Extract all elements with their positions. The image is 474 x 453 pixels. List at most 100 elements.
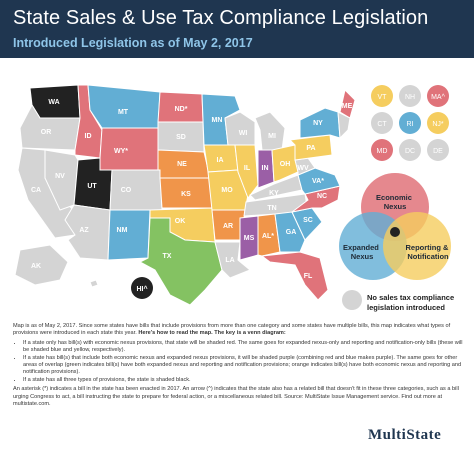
circle-ct <box>371 112 393 134</box>
label-il: IL <box>244 165 251 172</box>
state-ga <box>274 211 306 253</box>
venn-economic-line2: Nexus <box>384 202 407 211</box>
state-ak <box>14 244 69 286</box>
label-me: ME <box>342 103 353 110</box>
notes-intro: Map is as of May 2, 2017. Since some sta… <box>13 323 463 338</box>
label-la: LA <box>225 257 234 264</box>
state-wi <box>224 111 256 146</box>
label-md: MD <box>377 148 388 155</box>
label-hi: HI^ <box>136 285 147 293</box>
state-mt <box>87 84 161 129</box>
circle-de <box>427 139 449 161</box>
state-co <box>109 169 163 211</box>
label-co: CO <box>121 187 132 194</box>
notes-asterisk: An asterisk (*) indicates a bill in the … <box>13 386 459 408</box>
state-wy <box>99 127 159 171</box>
state-nm <box>107 209 151 261</box>
label-az: AZ <box>79 227 89 234</box>
venn-center <box>390 227 400 237</box>
venn-economic-label: Economic Nexus <box>376 193 414 211</box>
venn-reporting-circle <box>383 212 451 280</box>
label-or: OR <box>41 129 52 136</box>
notes-intro-bold: Here's how to read the map. The key is a… <box>138 330 286 337</box>
state-al <box>257 213 281 257</box>
label-vt: VT <box>378 94 388 101</box>
label-tx: TX <box>163 253 172 260</box>
page-title: State Sales & Use Tax Compliance Legisla… <box>13 7 429 29</box>
notes-bullets: If a state only has bill(s) with economi… <box>23 340 463 384</box>
label-ak: AK <box>31 263 41 270</box>
label-mn: MN <box>212 117 223 124</box>
label-ga: GA <box>286 229 297 236</box>
state-mi <box>254 111 286 151</box>
legend-none-circle <box>342 290 362 310</box>
label-ma: MA^ <box>431 94 446 101</box>
label-nd: ND* <box>175 106 188 113</box>
label-al: AL* <box>262 233 274 240</box>
circle-ri <box>399 112 421 134</box>
us-map: WA OR CA ID NV UT AZ MT WY* CO NM ND* SD… <box>14 84 451 310</box>
label-nh: NH <box>405 94 415 101</box>
label-ok: OK <box>175 218 186 225</box>
state-fl <box>260 251 329 301</box>
label-ky: KY <box>269 190 279 197</box>
circle-dc <box>399 139 421 161</box>
label-sd: SD <box>176 134 186 141</box>
label-nm: NM <box>117 227 128 234</box>
state-ne-small <box>337 111 351 140</box>
label-nv: NV <box>55 173 65 180</box>
label-ks: KS <box>181 191 191 198</box>
label-ms: MS <box>244 235 255 242</box>
notes-bullet: If a state has all three types of provis… <box>23 377 463 384</box>
label-sc: SC <box>303 217 313 224</box>
label-wa: WA <box>48 99 59 106</box>
label-oh: OH <box>280 161 291 168</box>
label-mi: MI <box>268 133 276 140</box>
label-ut: UT <box>87 183 97 190</box>
notes-intro-text: Map is as of May 2, 2017. Since some sta… <box>13 323 451 337</box>
label-id: ID <box>85 133 92 140</box>
venn-economic-line1: Economic <box>376 193 412 202</box>
notes-section: Map is as of May 2, 2017. Since some sta… <box>13 323 463 410</box>
label-ct: CT <box>377 121 387 128</box>
label-va: VA* <box>312 178 324 185</box>
label-dc: DC <box>405 148 415 155</box>
header-banner: State Sales & Use Tax Compliance Legisla… <box>0 0 474 58</box>
state-oh <box>271 144 299 183</box>
label-mo: MO <box>221 187 233 194</box>
label-de: DE <box>433 148 443 155</box>
label-nc: NC <box>317 193 327 200</box>
venn-expanded-line2: Nexus <box>351 252 374 261</box>
notes-bullet: If a state has bill(s) that include both… <box>23 355 463 377</box>
label-ri: RI <box>407 121 414 128</box>
state-ms <box>239 215 259 261</box>
label-ia: IA <box>217 157 224 164</box>
label-ny: NY <box>313 120 323 127</box>
label-wi: WI <box>239 130 248 137</box>
label-in: IN <box>262 165 269 172</box>
venn-reporting-label: Reporting & Notification <box>405 243 450 261</box>
state-hi <box>131 277 153 299</box>
label-wv: WV <box>297 165 309 172</box>
label-nj: NJ* <box>432 121 444 128</box>
venn-expanded-label: Expanded Nexus <box>343 243 381 261</box>
label-ar: AR <box>223 223 233 230</box>
label-ne: NE <box>177 161 187 168</box>
state-tx <box>138 217 223 306</box>
page-subtitle: Introduced Legislation as of May 2, 2017 <box>13 36 253 50</box>
state-hi-island <box>89 279 99 288</box>
venn-reporting-line2: Notification <box>407 252 449 261</box>
circle-ma <box>427 85 449 107</box>
label-tn: TN <box>267 205 276 212</box>
label-fl: FL <box>304 273 313 280</box>
venn-expanded-line1: Expanded <box>343 243 379 252</box>
venn-reporting-line1: Reporting & <box>405 243 448 252</box>
circle-nh <box>399 85 421 107</box>
state-nc <box>291 185 341 213</box>
label-ca: CA <box>31 187 41 194</box>
label-mt: MT <box>118 109 129 116</box>
notes-bullet: If a state only has bill(s) with economi… <box>23 340 463 355</box>
legend-none-text: No sales tax compliance legislation intr… <box>367 293 455 312</box>
circle-vt <box>371 85 393 107</box>
circle-nj <box>427 112 449 134</box>
